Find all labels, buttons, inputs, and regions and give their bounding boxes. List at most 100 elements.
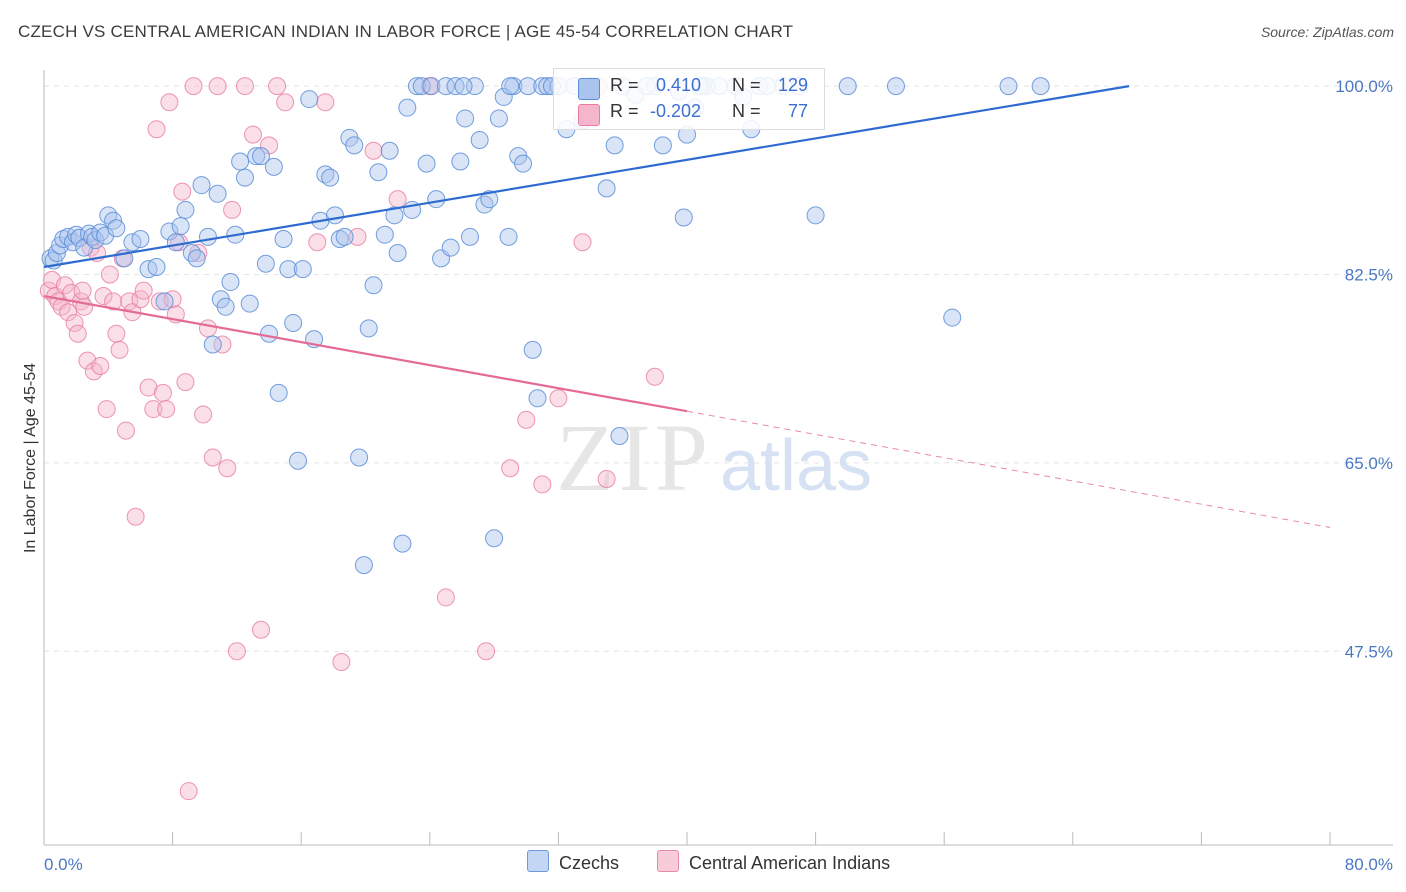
point-central-american-indians [144, 400, 163, 419]
swatch-pink [657, 850, 679, 872]
legend-stats: R = 0.410 N = 129 R = -0.202 N = 77 [553, 68, 825, 130]
x-tick-label: 80.0% [1345, 855, 1393, 874]
r-label: R = [610, 75, 644, 95]
point-czechs [269, 383, 288, 402]
legend-item-czechs[interactable]: Czechs [527, 850, 619, 874]
point-central-american-indians [517, 410, 536, 429]
point-czechs [354, 556, 373, 575]
point-central-american-indians [153, 383, 172, 402]
point-czechs [441, 238, 460, 257]
point-czechs [155, 292, 174, 311]
point-czechs [480, 190, 499, 209]
tick-labels: 47.5% 65.0% 82.5% 100.0% 0.0% 80.0% [44, 77, 1393, 874]
point-czechs [83, 227, 102, 246]
point-czechs [350, 448, 369, 467]
point-czechs [284, 313, 303, 332]
point-central-american-indians [160, 93, 179, 112]
point-czechs [247, 147, 266, 166]
point-central-american-indians [94, 287, 113, 306]
legend-label-czechs: Czechs [559, 853, 620, 873]
trend-lines [43, 85, 1331, 528]
point-czechs [393, 534, 412, 553]
point-czechs [514, 154, 533, 173]
n-label: N = [732, 101, 766, 121]
point-czechs [436, 77, 455, 96]
point-central-american-indians [213, 335, 232, 354]
legend-label-central-american-indians: Central American Indians [689, 853, 891, 873]
point-central-american-indians [235, 77, 254, 96]
point-czechs [597, 179, 616, 198]
series-czechs [41, 77, 1050, 575]
point-czechs [838, 77, 857, 96]
point-central-american-indians [477, 642, 496, 661]
point-central-american-indians [110, 340, 129, 359]
legend-item-central-american-indians[interactable]: Central American Indians [657, 850, 890, 874]
point-czechs [70, 228, 89, 247]
point-central-american-indians [59, 303, 78, 322]
legend-stats-row-czechs: R = 0.410 N = 129 [554, 75, 824, 101]
point-central-american-indians [194, 405, 213, 424]
point-czechs [485, 529, 504, 548]
point-central-american-indians [573, 233, 592, 252]
point-central-american-indians [116, 421, 135, 440]
point-central-american-indians [208, 77, 227, 96]
watermark-atlas: atlas [720, 426, 872, 506]
point-czechs [221, 273, 240, 292]
point-czechs [451, 152, 470, 171]
point-central-american-indians [73, 281, 92, 300]
point-czechs [499, 227, 518, 246]
point-czechs [335, 227, 354, 246]
point-czechs [653, 136, 672, 155]
point-central-american-indians [364, 141, 383, 160]
point-czechs [501, 77, 520, 96]
point-central-american-indians [120, 292, 139, 311]
point-central-american-indians [252, 620, 271, 639]
point-czechs [96, 226, 115, 245]
swatch-blue [527, 850, 549, 872]
point-czechs [412, 77, 431, 96]
point-czechs [107, 219, 126, 238]
point-central-american-indians [107, 324, 126, 343]
point-central-american-indians [97, 400, 116, 419]
point-central-american-indians [218, 459, 237, 478]
point-czechs [160, 222, 179, 241]
point-czechs [359, 319, 378, 338]
swatch-blue [578, 78, 600, 100]
chart-title: CZECH VS CENTRAL AMERICAN INDIAN IN LABO… [18, 22, 794, 41]
point-czechs [293, 260, 312, 279]
point-czechs [192, 176, 211, 195]
point-czechs [380, 141, 399, 160]
point-czechs [166, 233, 185, 252]
axes [43, 70, 1393, 846]
point-czechs [475, 195, 494, 214]
point-czechs [279, 260, 298, 279]
point-czechs [422, 77, 441, 96]
point-czechs [198, 227, 217, 246]
point-central-american-indians [173, 182, 192, 201]
source-label: Source: ZipAtlas.com [1260, 24, 1394, 40]
y-tick-label: 47.5% [1345, 642, 1393, 661]
watermark: ZIP atlas [556, 404, 872, 511]
point-central-american-indians [501, 459, 520, 478]
point-czechs [208, 184, 227, 203]
point-central-american-indians [147, 120, 166, 139]
point-czechs [417, 154, 436, 173]
point-central-american-indians [179, 782, 198, 801]
point-czechs [460, 227, 479, 246]
y-tick-label: 82.5% [1345, 266, 1393, 285]
point-czechs [264, 157, 283, 176]
point-czechs [231, 152, 250, 171]
n-label: N = [732, 75, 766, 95]
point-central-american-indians [75, 297, 94, 316]
point-central-american-indians [268, 77, 287, 96]
point-central-american-indians [91, 357, 110, 376]
point-czechs [886, 77, 905, 96]
point-czechs [274, 229, 293, 248]
trendline-central-american-indians [43, 294, 688, 413]
point-czechs [216, 297, 235, 316]
point-central-american-indians [157, 400, 176, 419]
point-central-american-indians [332, 653, 351, 672]
point-czechs [300, 90, 319, 109]
point-czechs [533, 77, 552, 96]
point-central-american-indians [198, 319, 217, 338]
